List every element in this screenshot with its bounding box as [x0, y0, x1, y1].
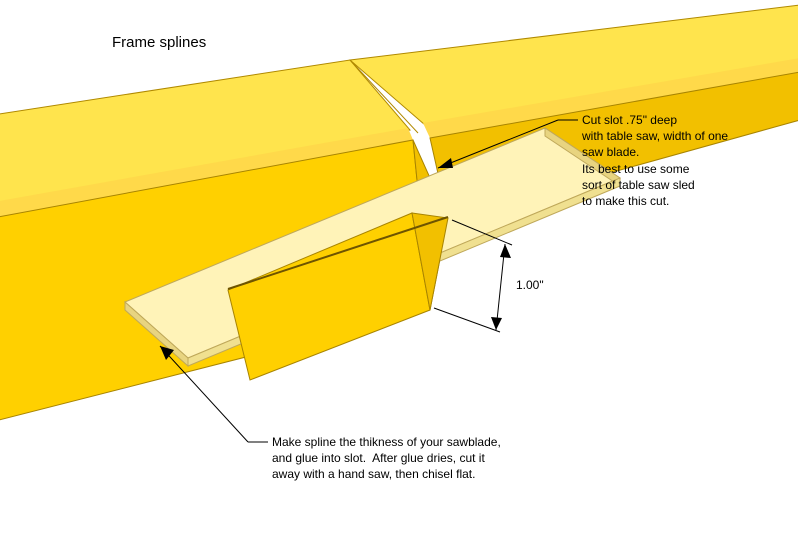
- annotation-slot-l3: saw blade.: [582, 145, 639, 159]
- annotation-spline-l1: Make spline the thikness of your sawblad…: [272, 435, 501, 449]
- diagram-canvas: Frame splines Cut slot .75" deep with ta…: [0, 0, 798, 539]
- annotation-slot-l6: to make this cut.: [582, 194, 669, 208]
- annotation-spline-l2: and glue into slot. After glue dries, cu…: [272, 451, 485, 465]
- annotation-slot-l2: with table saw, width of one: [582, 129, 728, 143]
- annotation-slot-l4: Its best to use some: [582, 162, 689, 176]
- dimension-label: 1.00": [516, 278, 544, 292]
- annotation-spline: Make spline the thikness of your sawblad…: [272, 434, 501, 483]
- annotation-slot: Cut slot .75" deep with table saw, width…: [582, 112, 728, 209]
- annotation-spline-l3: away with a hand saw, then chisel flat.: [272, 467, 475, 481]
- annotation-slot-l5: sort of table saw sled: [582, 178, 695, 192]
- diagram-title: Frame splines: [112, 34, 206, 51]
- annotation-slot-l1: Cut slot .75" deep: [582, 113, 677, 127]
